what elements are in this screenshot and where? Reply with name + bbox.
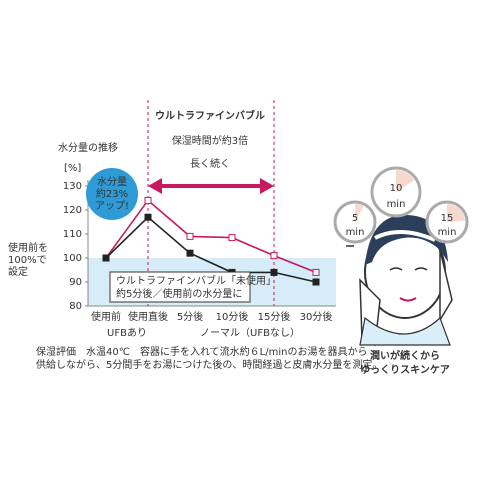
timer-unit: min	[438, 227, 457, 238]
data-point	[270, 252, 278, 260]
group-label: UFBあり	[107, 327, 147, 339]
legend-note: 約5分後／使用前の水分量に	[116, 287, 242, 300]
series-line	[105, 199, 317, 274]
y-unit: [%]	[64, 163, 81, 174]
data-point	[270, 268, 278, 276]
baseline-note: 設定	[8, 265, 28, 278]
y-tick-label: 100	[63, 253, 82, 264]
timer-wedge	[396, 170, 415, 192]
badge	[86, 168, 138, 220]
badge-text: アップ!	[95, 200, 129, 212]
footnote: 供給しながら、5分間手をお湯につけた後の、時間経過と皮膚水分量を測定。	[36, 358, 382, 371]
y-tick-label: 110	[63, 229, 82, 240]
header-line: 長く続く	[190, 157, 230, 170]
x-tick-label: 5分後	[177, 310, 203, 323]
y-tick-label: 130	[63, 181, 82, 192]
y-tick-label: 80	[69, 301, 82, 312]
group-label: ノーマル（UFBなし）	[200, 327, 300, 339]
x-tick-label: 15分後	[258, 310, 291, 323]
footnote: 保湿評価 水温40℃ 容器に手を入れて流水約６L/minのお湯を器具から	[36, 345, 367, 358]
caption: 潤いが続くから	[370, 349, 440, 362]
badge-text: 水分量	[97, 176, 127, 188]
data-point	[228, 234, 236, 242]
timer-value: 10	[390, 183, 403, 194]
data-point	[312, 268, 320, 276]
badge-text: 約23%	[96, 187, 128, 200]
y-axis-title: 水分量の推移	[58, 141, 118, 154]
header-title: ウルトラファインバブル	[155, 109, 265, 122]
x-tick-label: 10分後	[216, 310, 249, 323]
timer-value: 15	[441, 213, 454, 224]
data-point	[186, 249, 194, 257]
x-tick-label: 30分後	[300, 310, 333, 323]
header-line: 保湿時間が約3倍	[172, 134, 248, 147]
legend-box	[109, 271, 251, 303]
data-point	[186, 232, 194, 240]
data-point	[102, 254, 110, 262]
series-line	[105, 216, 317, 283]
y-tick-label: 90	[69, 277, 82, 288]
caption: ゆっくりスキンケア	[360, 364, 450, 376]
timer-wedge	[355, 204, 364, 222]
legend-note: ウルトラファインバブル「未使用」	[116, 274, 276, 287]
y-tick-label: 120	[63, 205, 82, 216]
baseline-note: 使用前を	[8, 241, 48, 254]
arrow-head	[148, 178, 274, 194]
timer-value: 5	[352, 213, 358, 224]
timer-wedge	[447, 204, 465, 222]
baseline-note: 100%で	[8, 255, 47, 266]
x-tick-label: 使用前	[91, 310, 121, 323]
data-point	[312, 278, 320, 286]
timer-unit: min	[387, 199, 406, 210]
data-point	[144, 196, 152, 204]
x-tick-label: 使用直後	[128, 310, 168, 323]
data-point	[144, 213, 152, 221]
timer-unit: min	[346, 227, 365, 238]
